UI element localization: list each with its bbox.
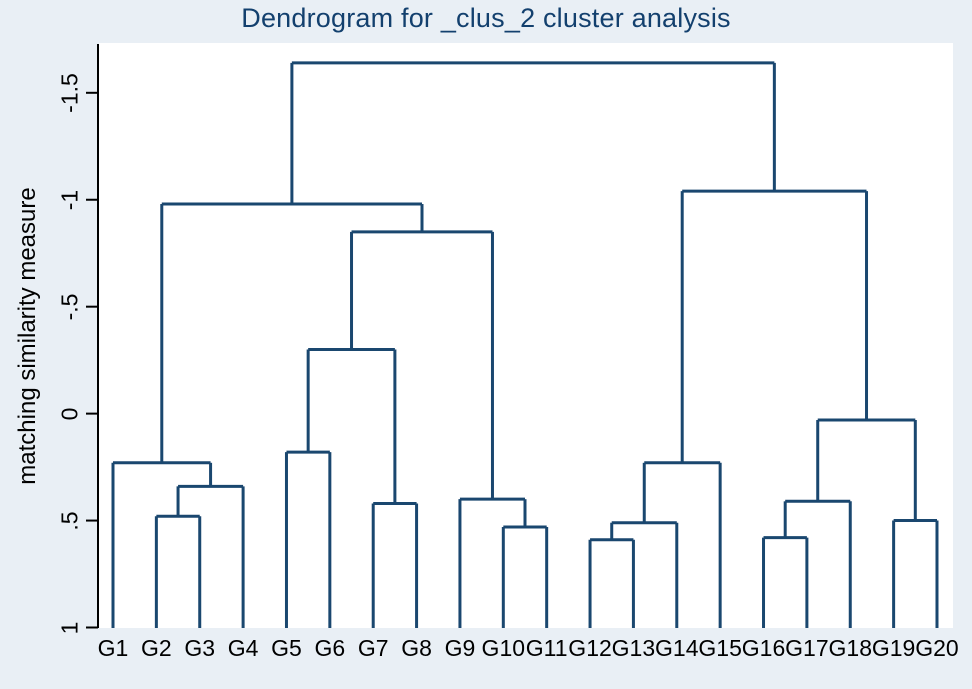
x-leaf-label: G10 <box>481 635 526 661</box>
x-leaf-label: G15 <box>698 635 742 661</box>
y-tick-label: -.5 <box>56 293 83 321</box>
x-leaf-label: G7 <box>357 635 389 661</box>
y-tick-label: -1.5 <box>56 72 83 113</box>
x-leaf-label: G20 <box>915 635 959 661</box>
x-leaf-label: G14 <box>655 635 699 661</box>
y-tick-label: 0 <box>56 407 83 421</box>
x-leaf-label: G6 <box>314 635 346 661</box>
x-leaf-label: G2 <box>141 635 172 661</box>
x-leaf-label: G16 <box>741 635 786 661</box>
x-leaf-label: G5 <box>271 635 302 661</box>
x-leaf-label: G12 <box>568 635 612 661</box>
y-tick-label: -1 <box>56 189 83 210</box>
chart-title: Dendrogram for _clus_2 cluster analysis <box>241 3 731 33</box>
x-leaf-label: G9 <box>444 635 476 661</box>
x-leaf-label: G4 <box>227 635 259 661</box>
plot-area <box>99 43 953 628</box>
x-leaf-label: G18 <box>828 635 872 661</box>
y-tick-label: 1 <box>56 621 83 634</box>
x-leaf-label: G3 <box>184 635 216 661</box>
x-leaf-label: G13 <box>611 635 656 661</box>
x-leaf-label: G11 <box>525 635 568 661</box>
y-tick-label: .5 <box>56 510 83 531</box>
x-leaf-label: G8 <box>401 635 432 661</box>
x-leaf-label: G17 <box>785 635 829 661</box>
x-leaf-label: G1 <box>97 635 129 661</box>
x-leaf-label: G19 <box>871 635 916 661</box>
